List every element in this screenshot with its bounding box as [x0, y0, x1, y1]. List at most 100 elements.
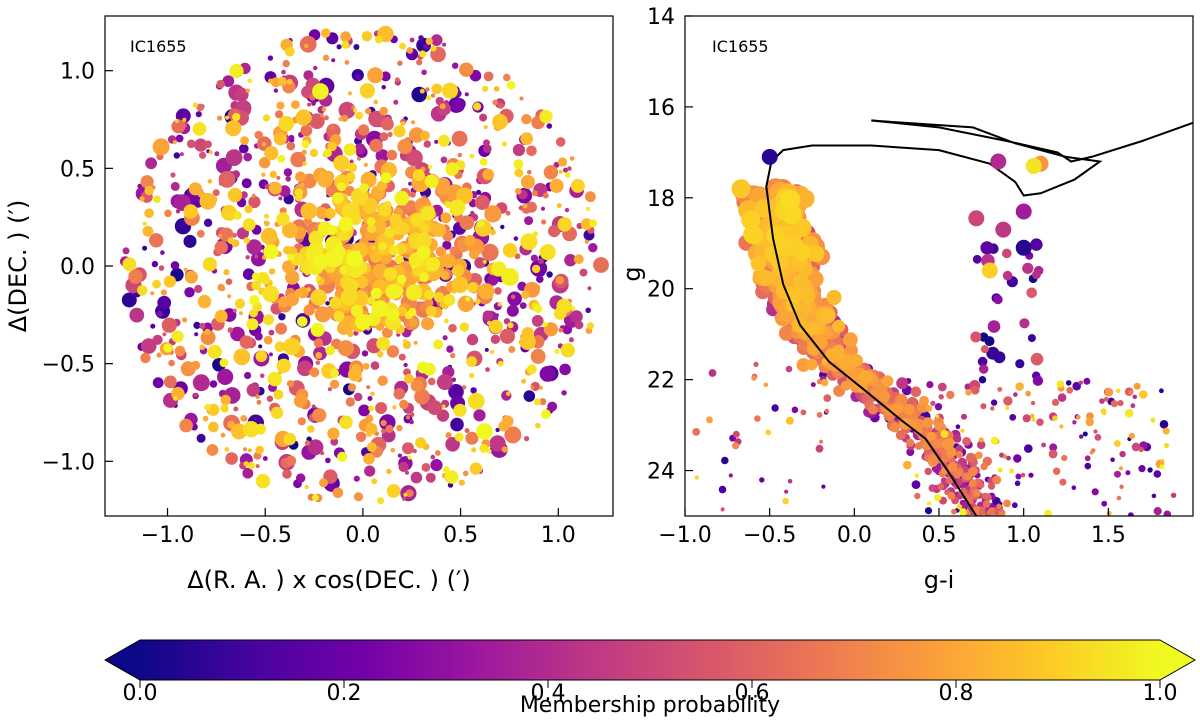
left-star-point [246, 383, 260, 397]
left-star-point [397, 60, 403, 66]
left-star-point [290, 151, 306, 168]
right-star-point [972, 254, 982, 264]
left-star-point [387, 131, 393, 137]
right-star-point [924, 467, 932, 476]
left-star-point [324, 208, 336, 219]
left-star-point [179, 418, 193, 433]
left-star-point [585, 206, 591, 212]
left-star-point [220, 404, 229, 413]
left-star-point [370, 287, 382, 299]
left-star-point [399, 399, 409, 410]
right-star-point [980, 403, 987, 410]
right-star-point [987, 507, 996, 515]
left-star-point [240, 415, 247, 422]
left-star-point [486, 320, 492, 326]
left-star-point [145, 157, 158, 170]
left-star-point [151, 260, 159, 268]
right-star-point [741, 210, 761, 230]
left-star-point [386, 484, 401, 498]
left-star-point [483, 125, 488, 130]
left-star-point [416, 59, 423, 66]
right-star-point [732, 430, 740, 438]
left-star-point [225, 452, 238, 465]
left-star-point [514, 168, 524, 178]
left-star-point [443, 466, 450, 473]
left-star-point [172, 140, 178, 145]
left-star-point [386, 345, 400, 358]
left-star-point [481, 243, 499, 261]
left-star-point [490, 349, 495, 355]
right-star-point [766, 226, 785, 245]
right-star-point [965, 452, 976, 463]
right-star-point [1014, 480, 1021, 487]
right-star-point [894, 402, 904, 412]
right-star-point [878, 390, 890, 402]
left-star-point [490, 261, 507, 277]
left-x-tick-label: 0.0 [345, 523, 380, 548]
left-star-point [484, 347, 489, 352]
left-star-point [251, 193, 256, 198]
right-highlighted-star [990, 153, 1007, 170]
left-star-point [363, 453, 375, 465]
left-star-point [291, 100, 300, 109]
left-star-point [541, 409, 551, 419]
right-star-point [759, 477, 765, 483]
left-star-point [369, 138, 383, 153]
colorbar: 0.0 0.2 0.4 0.6 0.8 1.0 Membership probabilit… [103, 639, 1197, 718]
left-star-point [183, 267, 188, 272]
left-star-point [445, 162, 460, 176]
left-star-point [258, 344, 263, 349]
left-star-point [220, 394, 231, 406]
left-star-point [310, 322, 325, 337]
left-star-point [375, 402, 388, 414]
colorbar-ticks: 0.0 0.2 0.4 0.6 0.8 1.0 [123, 680, 1178, 706]
right-star-point [889, 422, 900, 433]
left-star-point [519, 302, 527, 309]
left-star-point [423, 140, 431, 148]
right-star-point [792, 273, 809, 290]
right-star-point [1049, 443, 1058, 452]
right-star-point [1013, 392, 1018, 397]
left-star-point [206, 444, 219, 456]
left-star-point [212, 189, 220, 197]
left-star-point [385, 424, 394, 433]
left-star-point [362, 363, 370, 370]
left-star-point [444, 318, 449, 324]
right-panel-label: IC1655 [712, 37, 769, 56]
right-star-point [940, 430, 949, 438]
left-star-point [174, 118, 179, 123]
left-star-point [383, 267, 398, 281]
left-star-point [442, 42, 447, 47]
right-star-point [981, 492, 989, 500]
left-star-point [152, 334, 163, 345]
left-star-point [152, 279, 162, 289]
left-star-point [262, 114, 271, 122]
left-star-point [507, 291, 522, 307]
left-star-point [347, 330, 354, 338]
left-star-point [327, 387, 332, 392]
right-star-point [1128, 512, 1134, 516]
left-star-point [433, 291, 445, 303]
right-y-tick-label: 24 [647, 460, 675, 485]
left-star-point [501, 446, 508, 453]
left-star-point [194, 332, 199, 337]
left-star-point [546, 123, 553, 129]
right-x-tick-label: 1.0 [1006, 523, 1041, 548]
right-star-point [806, 358, 818, 371]
right-highlighted-star [981, 262, 998, 279]
left-star-point [520, 132, 534, 146]
left-star-point [419, 50, 427, 58]
right-star-point [910, 386, 922, 398]
right-star-point [934, 423, 941, 431]
left-star-point [242, 467, 254, 479]
left-star-point [222, 75, 235, 87]
left-star-point [482, 168, 495, 181]
left-star-point [219, 358, 229, 368]
right-star-point [997, 467, 1003, 473]
left-star-point [260, 227, 278, 245]
right-x-tick-label: −1.0 [658, 523, 711, 548]
left-star-point [588, 243, 598, 253]
right-star-point [754, 415, 761, 422]
left-star-point [398, 461, 409, 472]
